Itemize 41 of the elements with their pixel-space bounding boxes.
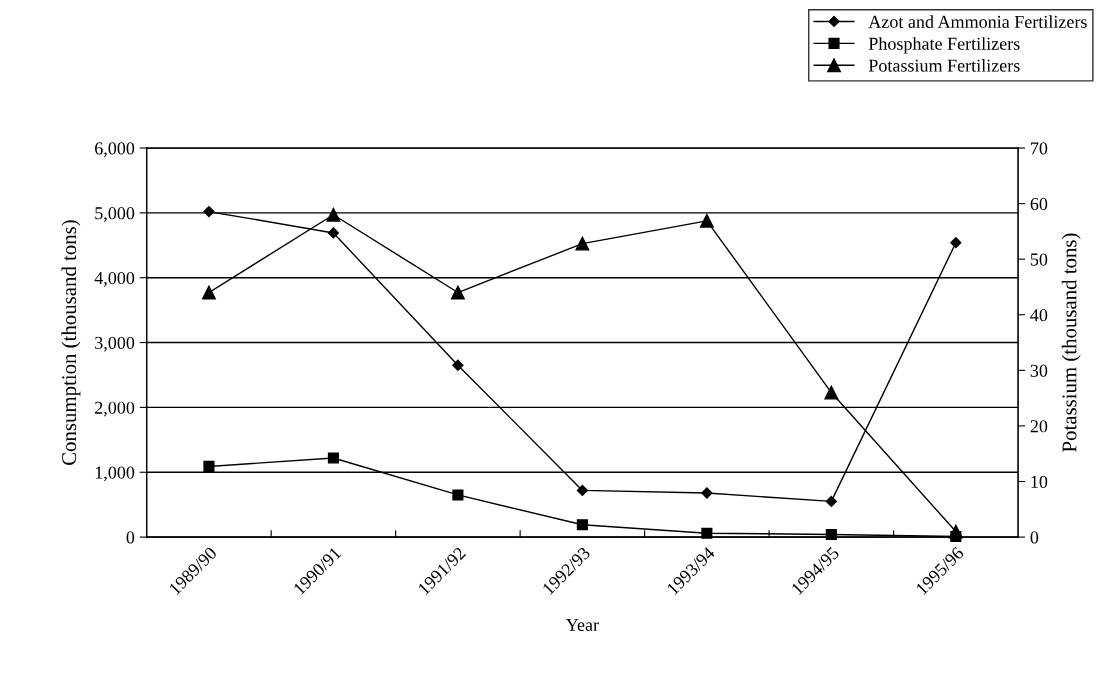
point bbox=[452, 359, 464, 371]
y2-axis-title: Potassium (thousand tons) bbox=[1061, 233, 1081, 452]
point bbox=[701, 487, 713, 499]
point bbox=[326, 207, 341, 222]
point bbox=[450, 285, 465, 300]
x-axis-title: Year bbox=[565, 619, 599, 631]
y-tick-label: 2,000 bbox=[95, 401, 135, 417]
point bbox=[452, 489, 464, 501]
y2-tick-label: 30 bbox=[1030, 364, 1048, 377]
point bbox=[327, 227, 340, 239]
y-tick-label: 5,000 bbox=[95, 207, 135, 222]
point bbox=[203, 205, 215, 218]
point bbox=[201, 285, 216, 300]
y2-tick-label: 50 bbox=[1030, 253, 1048, 266]
y2-tick-label: 0 bbox=[1030, 531, 1039, 544]
y2-tick-label: 60 bbox=[1030, 197, 1048, 211]
point bbox=[327, 452, 339, 464]
point bbox=[575, 236, 590, 251]
point bbox=[825, 528, 837, 541]
y-tick-label: 4,000 bbox=[94, 271, 135, 287]
y2-tick-label: 10 bbox=[1031, 475, 1048, 488]
y2-tick-label: 40 bbox=[1030, 309, 1048, 322]
y-tick-label: 0 bbox=[126, 531, 135, 544]
y-tick-label: 3,000 bbox=[95, 336, 135, 352]
point bbox=[950, 530, 962, 542]
legend-label: Phosphate Fertilizers bbox=[868, 37, 1020, 54]
point bbox=[825, 495, 837, 508]
point bbox=[950, 237, 962, 249]
y2-tick-label: 70 bbox=[1031, 142, 1048, 155]
y-tick-label: 6,000 bbox=[95, 142, 135, 158]
y2-tick-label: 20 bbox=[1030, 420, 1048, 433]
point bbox=[576, 519, 588, 531]
y-axis-title: Consumption (thousand tons) bbox=[61, 220, 81, 465]
point bbox=[576, 484, 588, 497]
point bbox=[824, 385, 839, 400]
legend-label: Potassium Fertilizers bbox=[868, 59, 1020, 72]
y-tick-label: 1,000 bbox=[95, 466, 135, 482]
point bbox=[701, 527, 713, 539]
point bbox=[699, 213, 714, 228]
point bbox=[203, 460, 215, 472]
legend-label: Azot and Ammonia Fertilizers bbox=[868, 15, 1087, 28]
